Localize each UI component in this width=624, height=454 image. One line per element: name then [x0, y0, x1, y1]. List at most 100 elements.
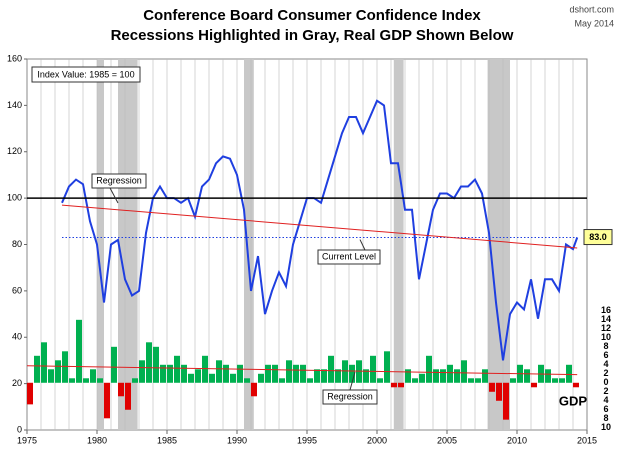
y-tick-label: 100: [7, 193, 22, 203]
current-level-value: 83.0: [589, 232, 607, 242]
gdp-bar: [384, 351, 390, 383]
gdp-regression-label-box: [322, 389, 378, 405]
recession-band: [97, 59, 104, 430]
y2-tick-label: 2: [603, 386, 608, 396]
gdp-bar: [251, 382, 257, 397]
gdp-bar: [181, 364, 187, 383]
chart-subtitle: Recessions Highlighted in Gray, Real GDP…: [111, 27, 514, 44]
gdp-bar: [314, 369, 320, 383]
recession-band: [393, 59, 404, 430]
gdp-bar: [307, 378, 313, 383]
y2-tick-label: 10: [601, 332, 611, 342]
y2-tick-label: 4: [603, 395, 608, 405]
gdp-bar: [111, 346, 117, 383]
x-tick-label: 1985: [157, 435, 177, 445]
gdp-bar: [293, 364, 299, 383]
gdp-bar: [41, 342, 47, 383]
gdp-bar: [258, 373, 264, 383]
gdp-bar: [349, 364, 355, 383]
regression-label: Regression: [96, 175, 142, 185]
y2-tick-label: 6: [603, 404, 608, 414]
gdp-bar: [265, 364, 271, 383]
y2-tick-label: 12: [601, 323, 611, 333]
gdp-bar: [279, 378, 285, 383]
y-tick-label: 120: [7, 146, 22, 156]
gdp-regression-line: [26, 365, 578, 376]
y-tick-label: 60: [12, 285, 22, 295]
recession-band: [118, 59, 138, 430]
gdp-bar: [426, 355, 432, 383]
gdp-bar: [83, 378, 89, 383]
chart-title: Conference Board Consumer Confidence Ind…: [143, 7, 481, 24]
gdp-bar: [27, 382, 33, 405]
gdp-bar: [48, 369, 54, 383]
gdp-bar: [132, 378, 138, 383]
y-tick-label: 160: [7, 53, 22, 63]
callout-arrow: [109, 187, 119, 204]
gdp-bar: [104, 382, 110, 419]
gdp-label: GDP: [559, 393, 588, 408]
gdp-bar: [482, 369, 488, 383]
callout-arrow: [359, 239, 366, 251]
gdp-bar: [489, 382, 495, 392]
y2-tick-label: 6: [603, 350, 608, 360]
x-tick-label: 2015: [577, 435, 597, 445]
gdp-bar: [363, 369, 369, 383]
gdp-bar: [566, 364, 572, 383]
gdp-bar: [216, 360, 222, 383]
gdp-bar: [412, 378, 418, 383]
current-level-box: [583, 229, 613, 246]
gdp-bar: [503, 382, 509, 420]
gdp-bar: [461, 360, 467, 383]
regression-label-box: [91, 173, 147, 189]
gdp-bar: [440, 369, 446, 383]
gdp-bar: [559, 378, 565, 383]
gdp-bar: [468, 378, 474, 383]
x-tick-label: 1975: [17, 435, 37, 445]
current-level-label-box: [317, 249, 381, 265]
y-tick-label: 20: [12, 378, 22, 388]
x-tick-label: 2010: [507, 435, 527, 445]
gdp-bar: [230, 373, 236, 383]
gdp-bar: [496, 382, 502, 401]
x-tick-label: 2000: [367, 435, 387, 445]
gdp-bar: [237, 364, 243, 383]
gdp-bar: [447, 364, 453, 383]
gdp-bar: [62, 351, 68, 383]
index-line: [61, 99, 579, 361]
index-note-box: [31, 66, 141, 83]
gdp-bar: [55, 360, 61, 383]
x-tick-label: 1980: [87, 435, 107, 445]
gdp-bar: [419, 373, 425, 383]
gdp-bar: [510, 378, 516, 383]
gdp-bar: [118, 382, 124, 397]
gdp-bar: [223, 364, 229, 383]
y2-tick-label: 8: [603, 413, 608, 423]
y-tick-label: 40: [12, 332, 22, 342]
gdp-bar: [552, 378, 558, 383]
gdp-bar: [125, 382, 131, 410]
gdp-bar: [244, 378, 250, 383]
gdp-bar: [321, 369, 327, 383]
gdp-bar: [139, 360, 145, 383]
current-level-label: Current Level: [322, 251, 376, 261]
gdp-bar: [209, 373, 215, 383]
gdp-bar: [454, 369, 460, 383]
gdp-bar: [545, 369, 551, 383]
index-note: Index Value: 1985 = 100: [37, 69, 134, 79]
recession-band: [244, 59, 254, 430]
gdp-bar: [90, 369, 96, 383]
gdp-regression-label: Regression: [327, 391, 373, 401]
y2-tick-label: 2: [603, 368, 608, 378]
x-tick-label: 1995: [297, 435, 317, 445]
gdp-bar: [573, 382, 579, 388]
gdp-bar: [202, 355, 208, 383]
gdp-bar: [524, 369, 530, 383]
gdp-bar: [300, 364, 306, 383]
x-tick-label: 1990: [227, 435, 247, 445]
gdp-bar: [167, 364, 173, 383]
gdp-bar: [335, 369, 341, 383]
gdp-bar: [160, 364, 166, 383]
gdp-bar: [531, 382, 537, 388]
